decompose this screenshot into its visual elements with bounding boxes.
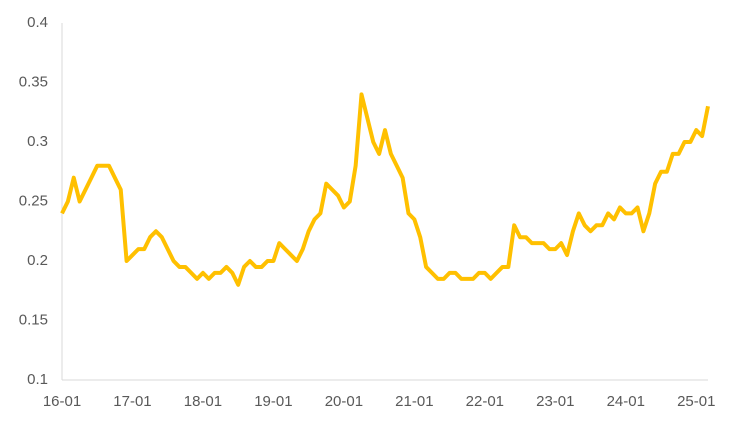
x-tick-label: 25-01 (677, 393, 715, 410)
y-tick-label: 0.2 (27, 252, 48, 269)
y-tick-label: 0.3 (27, 133, 48, 150)
line-series (60, 92, 710, 287)
x-tick-label: 23-01 (536, 393, 574, 410)
x-tick-label: 21-01 (395, 393, 433, 410)
x-tick-label: 16-01 (43, 393, 81, 410)
y-tick-label: 0.4 (27, 14, 48, 31)
x-tick-label: 19-01 (254, 393, 292, 410)
y-tick-label: 0.15 (19, 311, 48, 328)
x-tick-label: 24-01 (607, 393, 645, 410)
y-tick-label: 0.35 (19, 73, 48, 90)
y-tick-label: 0.1 (27, 371, 48, 388)
x-tick-label: 20-01 (325, 393, 363, 410)
y-tick-label: 0.25 (19, 192, 48, 209)
x-tick-label: 18-01 (184, 393, 222, 410)
x-tick-label: 22-01 (466, 393, 504, 410)
x-tick-label: 17-01 (113, 393, 151, 410)
